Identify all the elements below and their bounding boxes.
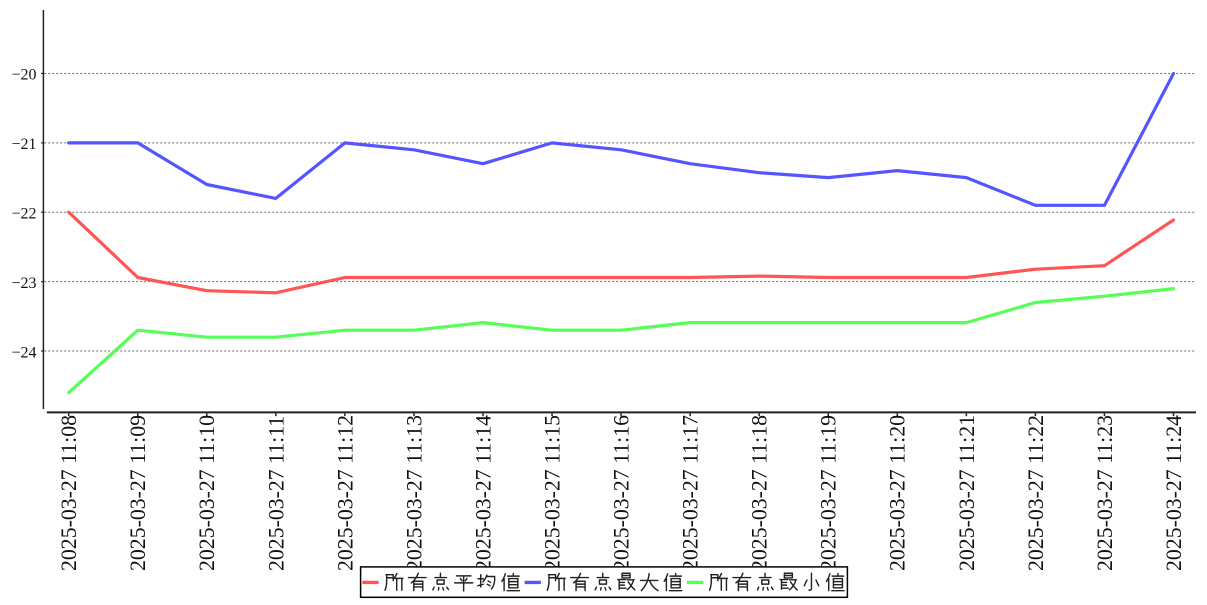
- svg-text:2025-03-27 11:10: 2025-03-27 11:10: [195, 415, 219, 571]
- svg-text:2025-03-27 11:18: 2025-03-27 11:18: [748, 415, 772, 571]
- svg-text:−21: −21: [11, 136, 36, 153]
- svg-text:−24: −24: [11, 344, 36, 361]
- svg-text:−23: −23: [11, 275, 36, 292]
- svg-text:2025-03-27 11:24: 2025-03-27 11:24: [1162, 415, 1186, 571]
- svg-text:2025-03-27 11:14: 2025-03-27 11:14: [471, 415, 495, 571]
- svg-text:2025-03-27 11:15: 2025-03-27 11:15: [540, 415, 564, 571]
- svg-text:2025-03-27 11:13: 2025-03-27 11:13: [402, 415, 426, 571]
- svg-text:2025-03-27 11:09: 2025-03-27 11:09: [126, 415, 150, 571]
- svg-text:2025-03-27 11:19: 2025-03-27 11:19: [817, 415, 841, 571]
- svg-text:2025-03-27 11:22: 2025-03-27 11:22: [1024, 415, 1048, 571]
- svg-text:2025-03-27 11:21: 2025-03-27 11:21: [955, 415, 979, 571]
- svg-text:2025-03-27 11:08: 2025-03-27 11:08: [57, 415, 81, 571]
- svg-text:2025-03-27 11:17: 2025-03-27 11:17: [679, 415, 703, 571]
- svg-text:2025-03-27 11:23: 2025-03-27 11:23: [1093, 415, 1117, 571]
- svg-text:−22: −22: [11, 205, 36, 222]
- svg-text:2025-03-27 11:16: 2025-03-27 11:16: [610, 415, 634, 571]
- svg-text:2025-03-27 11:11: 2025-03-27 11:11: [264, 416, 288, 571]
- svg-text:2025-03-27 11:20: 2025-03-27 11:20: [886, 415, 910, 571]
- svg-text:−20: −20: [11, 67, 36, 84]
- svg-text:2025-03-27 11:12: 2025-03-27 11:12: [333, 415, 357, 571]
